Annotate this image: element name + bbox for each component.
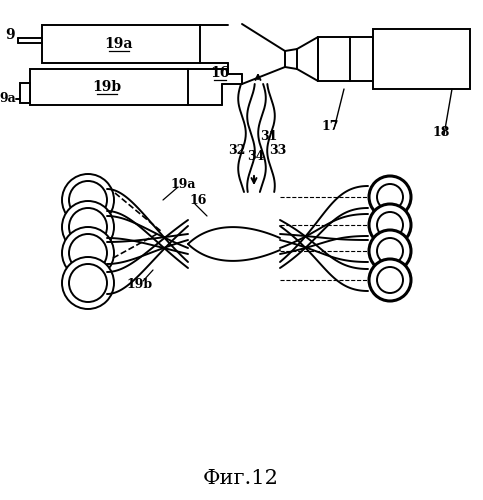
Text: 18: 18 bbox=[432, 126, 450, 138]
Bar bbox=[373, 29, 470, 89]
Circle shape bbox=[69, 264, 107, 302]
Circle shape bbox=[62, 174, 114, 226]
Text: 31: 31 bbox=[260, 130, 278, 143]
Text: 34: 34 bbox=[247, 150, 265, 164]
Text: 19b: 19b bbox=[127, 278, 153, 291]
Circle shape bbox=[369, 259, 411, 301]
Text: Фиг.12: Фиг.12 bbox=[203, 468, 279, 487]
Text: 19a: 19a bbox=[170, 178, 196, 190]
Circle shape bbox=[69, 208, 107, 246]
Circle shape bbox=[377, 184, 403, 210]
Bar bbox=[20, 83, 30, 103]
Bar bbox=[42, 25, 200, 63]
Circle shape bbox=[62, 227, 114, 279]
Circle shape bbox=[377, 267, 403, 293]
Circle shape bbox=[62, 201, 114, 253]
Text: 16: 16 bbox=[210, 66, 230, 80]
Bar bbox=[318, 37, 373, 81]
Circle shape bbox=[369, 204, 411, 246]
Circle shape bbox=[369, 230, 411, 272]
Bar bbox=[30, 69, 188, 105]
Circle shape bbox=[69, 181, 107, 219]
Text: 16: 16 bbox=[189, 194, 207, 207]
Circle shape bbox=[69, 234, 107, 272]
Circle shape bbox=[369, 176, 411, 218]
Text: 9: 9 bbox=[5, 28, 15, 42]
Text: 17: 17 bbox=[321, 120, 339, 132]
Text: 19a: 19a bbox=[105, 37, 133, 51]
Circle shape bbox=[377, 238, 403, 264]
Circle shape bbox=[377, 212, 403, 238]
Circle shape bbox=[62, 257, 114, 309]
Text: 9a: 9a bbox=[0, 92, 16, 106]
Text: 32: 32 bbox=[228, 144, 246, 158]
Text: 33: 33 bbox=[270, 144, 286, 158]
Text: 19b: 19b bbox=[92, 80, 122, 94]
